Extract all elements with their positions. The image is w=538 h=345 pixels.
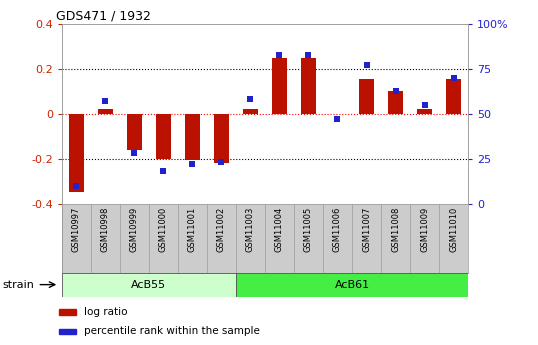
Text: log ratio: log ratio: [84, 307, 128, 317]
Text: strain: strain: [3, 280, 34, 289]
Text: GSM11006: GSM11006: [333, 207, 342, 253]
Text: AcB61: AcB61: [335, 280, 370, 289]
Point: [449, 75, 458, 81]
Text: AcB55: AcB55: [131, 280, 166, 289]
Text: GSM10997: GSM10997: [72, 207, 81, 253]
Text: GSM11003: GSM11003: [246, 207, 255, 253]
Bar: [59, 328, 76, 334]
Bar: [98, 109, 112, 114]
Text: GSM11001: GSM11001: [188, 207, 197, 252]
Text: GSM11008: GSM11008: [391, 207, 400, 253]
Bar: [417, 109, 432, 114]
Text: GSM10999: GSM10999: [130, 207, 139, 252]
Bar: [127, 114, 141, 150]
Bar: [447, 79, 461, 114]
Text: GSM11005: GSM11005: [304, 207, 313, 252]
Point: [333, 117, 342, 122]
Bar: [236, 273, 468, 297]
Point: [391, 88, 400, 93]
Text: GSM10998: GSM10998: [101, 207, 110, 253]
Point: [130, 150, 139, 156]
Point: [217, 159, 226, 165]
Bar: [214, 114, 229, 163]
Bar: [272, 58, 287, 114]
Text: GSM11000: GSM11000: [159, 207, 168, 252]
Point: [72, 183, 81, 188]
Point: [304, 52, 313, 57]
Bar: [359, 79, 374, 114]
Bar: [388, 91, 403, 114]
Bar: [62, 273, 236, 297]
Point: [188, 161, 197, 167]
Bar: [69, 114, 83, 193]
Bar: [59, 309, 76, 315]
Bar: [301, 58, 316, 114]
Text: GSM11007: GSM11007: [362, 207, 371, 253]
Bar: [156, 114, 171, 159]
Point: [420, 102, 429, 108]
Point: [275, 52, 284, 57]
Text: GSM11009: GSM11009: [420, 207, 429, 252]
Text: GSM11002: GSM11002: [217, 207, 226, 252]
Bar: [185, 114, 200, 160]
Text: percentile rank within the sample: percentile rank within the sample: [84, 326, 260, 336]
Bar: [243, 109, 258, 114]
Point: [362, 63, 371, 68]
Point: [159, 168, 168, 174]
Point: [101, 99, 110, 104]
Point: [246, 97, 255, 102]
Text: GSM11004: GSM11004: [275, 207, 284, 252]
Text: GSM11010: GSM11010: [449, 207, 458, 252]
Text: GDS471 / 1932: GDS471 / 1932: [56, 9, 151, 22]
